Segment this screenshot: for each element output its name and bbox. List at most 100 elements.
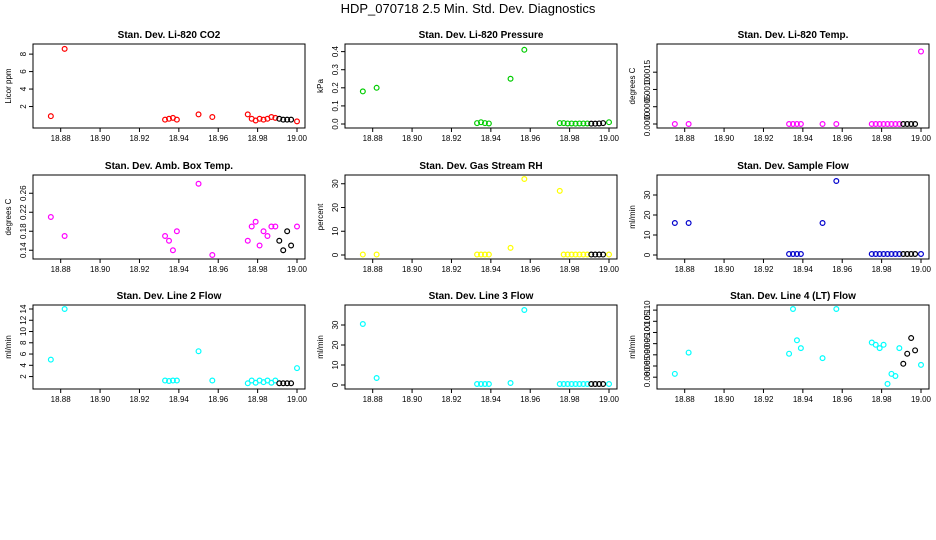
data-point [47, 356, 54, 363]
data-point [166, 378, 173, 385]
y-tick-label: 14 [19, 304, 28, 313]
x-tick-label: 18.98 [560, 395, 581, 404]
data-point [888, 251, 895, 258]
y-tick-label: 0.100 [643, 322, 652, 343]
data-point [244, 380, 251, 387]
data-point [507, 380, 514, 387]
data-point [169, 247, 176, 254]
y-tick-label: 4 [19, 363, 28, 368]
x-tick-label: 18.92 [129, 134, 150, 143]
data-point [793, 251, 800, 258]
y-tick-label: 0 [643, 252, 652, 257]
x-tick-label: 18.92 [753, 395, 774, 404]
data-point [556, 120, 563, 127]
x-tick-label: 18.96 [520, 265, 541, 274]
y-tick-label: 0.26 [19, 185, 28, 201]
panel-5: Stan. Dev. Gas Stream RH percent 18.88 18.9… [316, 161, 620, 274]
x-tick-label: 18.96 [208, 265, 229, 274]
plot-frame [344, 43, 618, 129]
data-point [209, 252, 216, 259]
data-point [600, 381, 607, 388]
data-point [819, 120, 826, 127]
data-point [900, 360, 907, 367]
data-point [560, 251, 567, 258]
data-point [373, 84, 380, 91]
data-point [478, 251, 485, 258]
x-tick-label: 18.90 [90, 134, 111, 143]
data-point [786, 251, 793, 258]
y-tick-label: 0.085 [643, 355, 652, 376]
plot-frame [656, 304, 930, 390]
data-point [880, 341, 887, 348]
panel-title: Stan. Dev. Li-820 CO2 [118, 30, 221, 41]
data-point [252, 218, 259, 225]
data-point [833, 306, 840, 313]
plot-frame [656, 174, 930, 260]
data-point [481, 251, 488, 258]
x-tick-label: 18.98 [872, 134, 893, 143]
y-tick-label: 0.0 [331, 118, 340, 130]
x-tick-label: 18.96 [520, 395, 541, 404]
x-tick-label: 18.92 [753, 134, 774, 143]
data-point [284, 380, 291, 387]
panel-7: Stan. Dev. Line 2 Flow ml/min 18.88 18.90 18… [4, 291, 308, 404]
x-tick-label: 18.94 [169, 134, 190, 143]
data-point [580, 251, 587, 258]
plot-frame [32, 43, 306, 129]
data-point [592, 381, 599, 388]
data-point [195, 180, 202, 187]
data-point [596, 251, 603, 258]
data-point [166, 115, 173, 122]
data-point [789, 120, 796, 127]
data-point [294, 365, 301, 372]
data-point [280, 116, 287, 123]
panel-2: Stan. Dev. Li-820 Pressure kPa 18.88 18.90 1… [316, 30, 620, 143]
data-point [880, 120, 887, 127]
data-point [793, 337, 800, 344]
data-point [521, 46, 528, 53]
data-point [564, 120, 571, 127]
data-point [797, 345, 804, 352]
data-point [276, 115, 283, 122]
x-tick-label: 18.92 [441, 265, 462, 274]
data-point [560, 120, 567, 127]
x-tick-label: 19.00 [599, 265, 620, 274]
data-point [260, 228, 267, 235]
data-point [872, 341, 879, 348]
data-point [474, 381, 481, 388]
y-tick-label: 10 [331, 226, 340, 235]
panel-title: Stan. Dev. Line 4 (LT) Flow [730, 291, 856, 302]
data-point [588, 120, 595, 127]
panel-title: Stan. Dev. Line 3 Flow [429, 291, 534, 302]
y-tick-label: 20 [331, 340, 340, 349]
data-point [474, 120, 481, 127]
data-point [248, 223, 255, 230]
data-point [268, 223, 275, 230]
data-point [521, 176, 528, 183]
data-point [507, 75, 514, 82]
x-tick-label: 18.96 [832, 134, 853, 143]
y-tick-label: 0.18 [19, 223, 28, 239]
data-point [797, 120, 804, 127]
y-tick-label: 2 [19, 104, 28, 109]
data-point [564, 251, 571, 258]
y-tick-label: 0.0000 [643, 111, 652, 136]
data-point [359, 321, 366, 328]
y-tick-label: 30 [331, 320, 340, 329]
x-tick-label: 18.96 [208, 395, 229, 404]
y-tick-label: 0 [331, 252, 340, 257]
x-tick-label: 18.98 [872, 265, 893, 274]
x-tick-label: 18.96 [832, 395, 853, 404]
y-tick-label: 20 [331, 203, 340, 212]
plot-frame [32, 174, 306, 260]
x-tick-label: 18.96 [520, 134, 541, 143]
data-point [900, 251, 907, 258]
x-tick-label: 18.88 [675, 265, 696, 274]
data-point [584, 251, 591, 258]
x-tick-label: 19.00 [599, 395, 620, 404]
y-tick-label: 6 [19, 69, 28, 74]
panel-title: Stan. Dev. Amb. Box Temp. [105, 161, 233, 172]
x-tick-label: 18.98 [248, 395, 269, 404]
y-axis-label: degrees C [628, 67, 637, 104]
